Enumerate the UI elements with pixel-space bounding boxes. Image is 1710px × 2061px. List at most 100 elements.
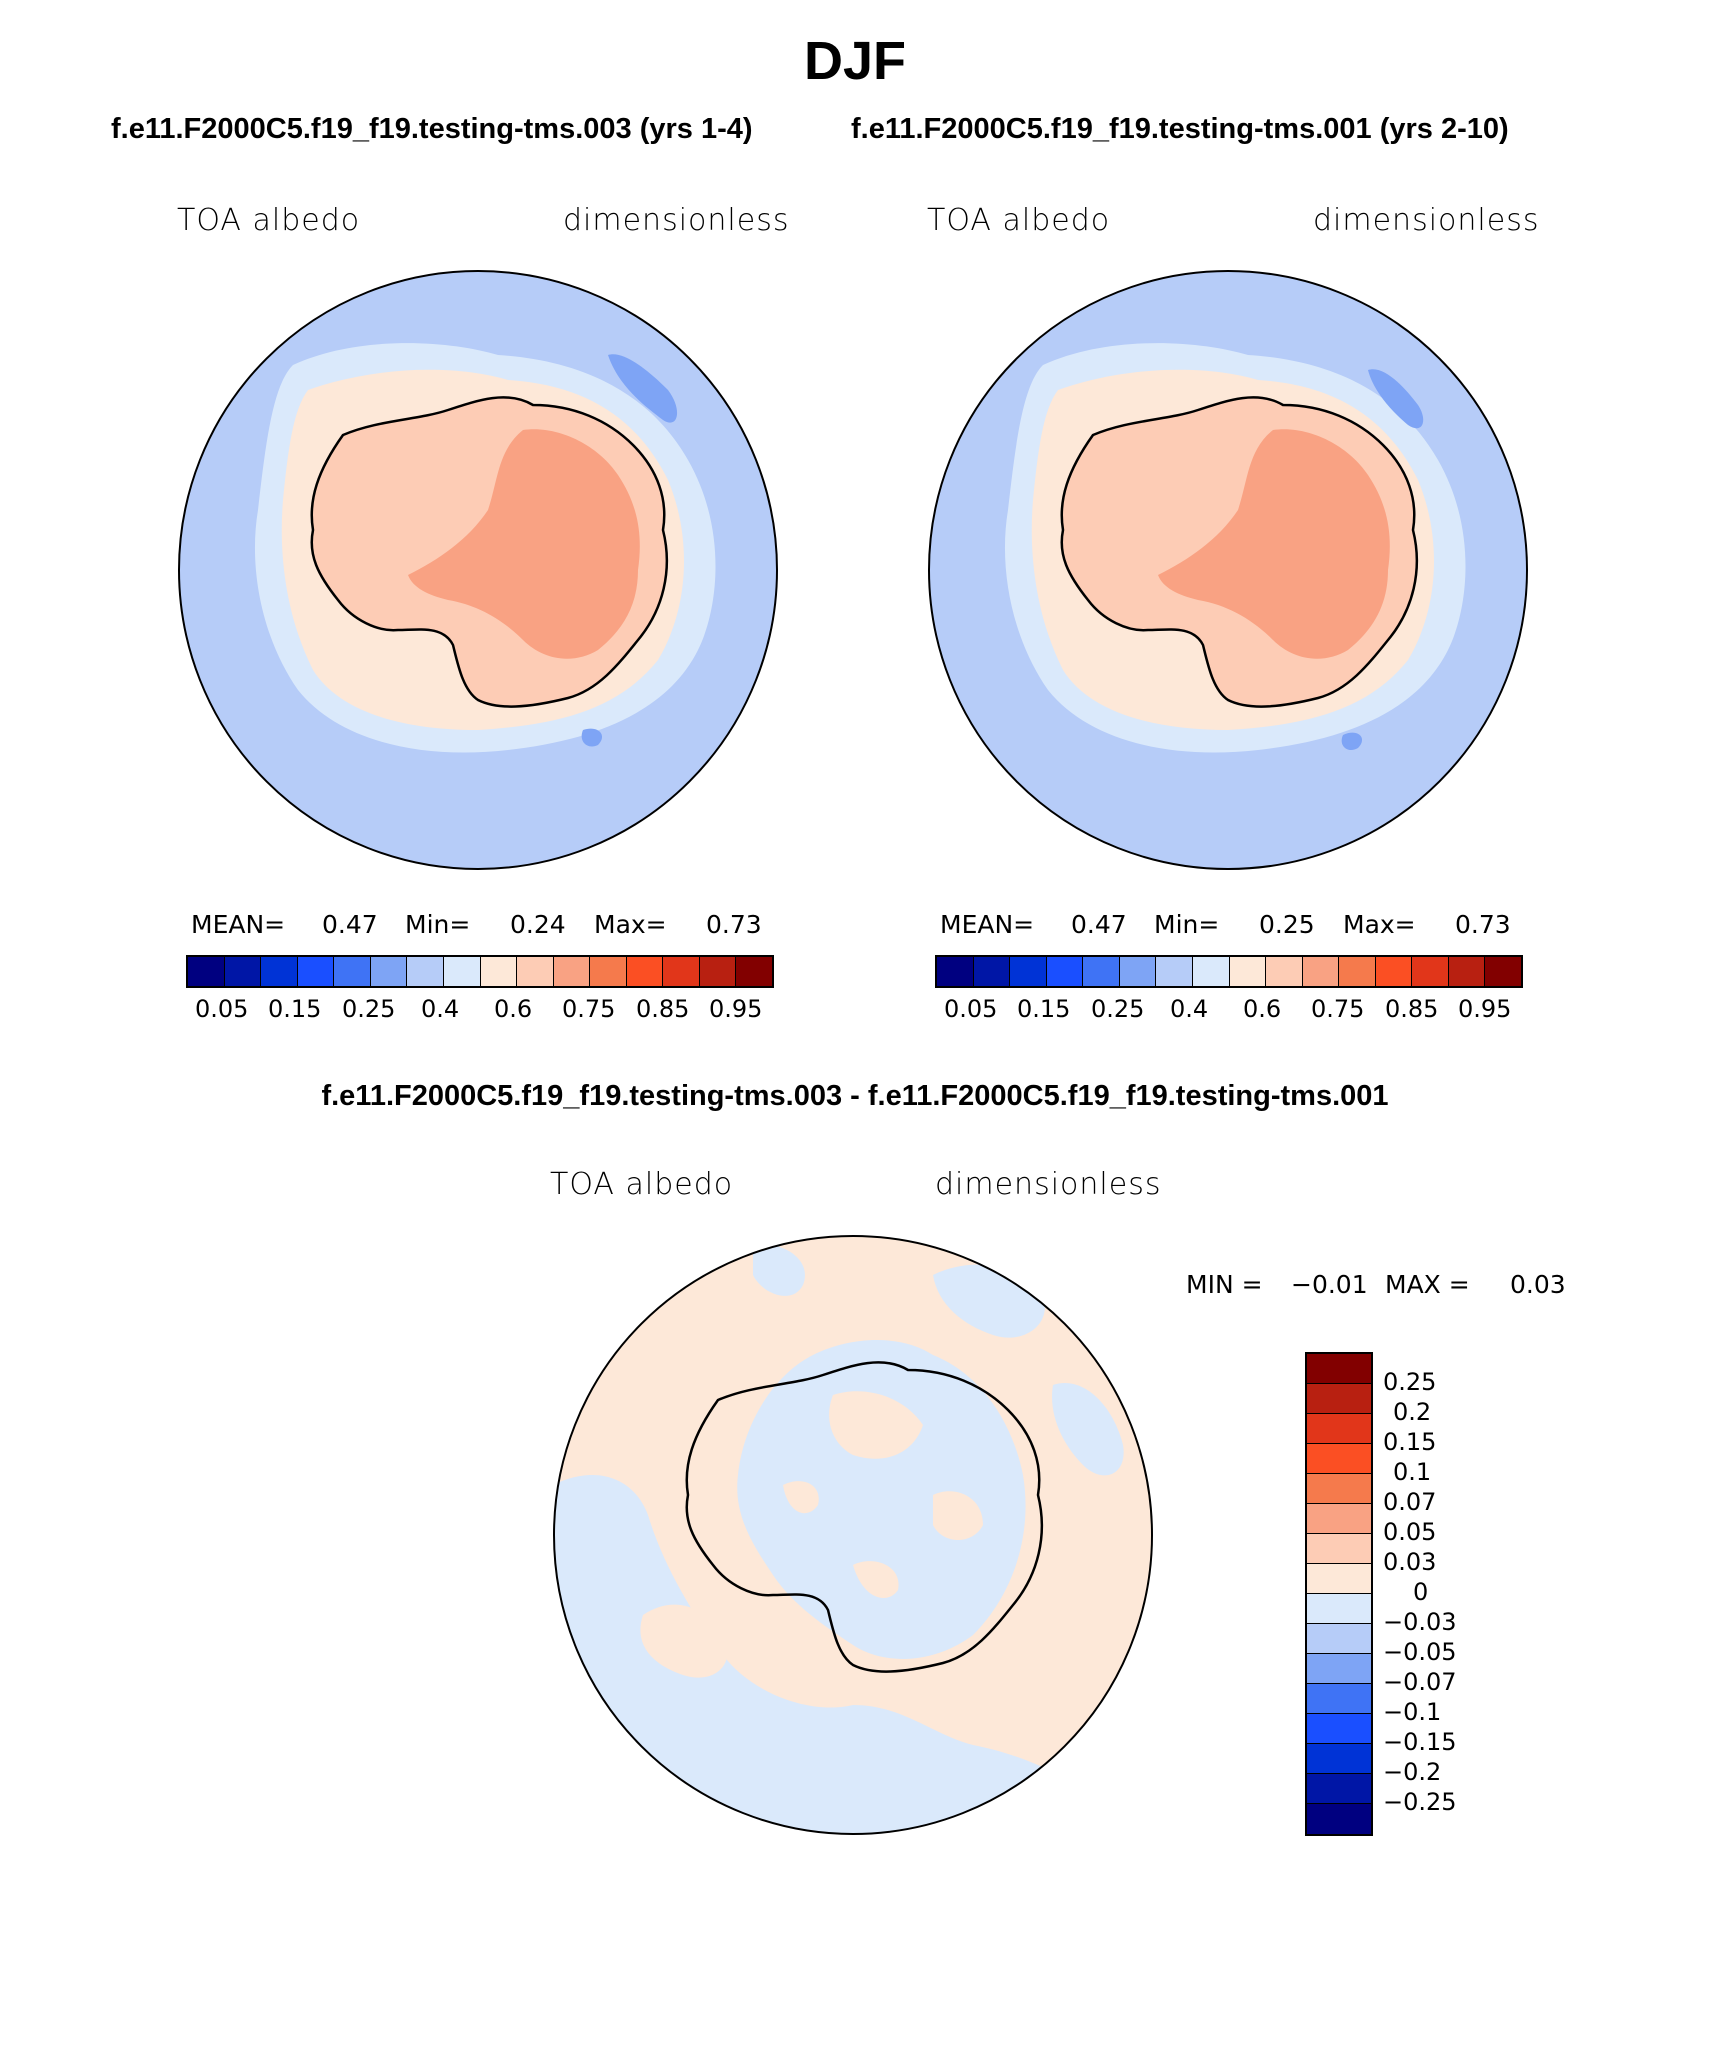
diff-colorbar-tick: −0.03 <box>1383 1608 1457 1636</box>
case-right-title: f.e11.F2000C5.f19_f19.testing-tms.001 (y… <box>851 113 1509 145</box>
colorbar1-tick: 0.4 <box>421 995 460 1023</box>
panel1-max-label: Max= <box>594 910 667 939</box>
colorbar-cell <box>1375 957 1413 986</box>
colorbar-cell <box>1083 957 1120 986</box>
diff-colorbar-tick: −0.1 <box>1383 1698 1442 1726</box>
colorbar2-tick: 0.15 <box>1017 995 1071 1023</box>
diff-colorbar-cell <box>1307 1414 1371 1444</box>
colorbar-cell <box>1266 957 1303 986</box>
diff-colorbar-tick: 0.1 <box>1393 1458 1432 1486</box>
colorbar-cell <box>480 957 518 986</box>
diff-colorbar-cell <box>1307 1804 1371 1834</box>
colorbar-cell <box>553 957 591 986</box>
diff-colorbar-tick: −0.07 <box>1383 1668 1457 1696</box>
map-boundary-circle <box>928 270 1528 870</box>
colorbar-cell <box>517 957 554 986</box>
map-boundary-circle <box>553 1235 1153 1835</box>
panel2-min-label: Min= <box>1154 910 1220 939</box>
panel2-max-label: Max= <box>1343 910 1416 939</box>
east-plateau <box>1158 429 1390 659</box>
map-boundary-circle <box>178 270 778 870</box>
dark-patch-north <box>1368 369 1424 429</box>
diff-colorbar-tick: −0.05 <box>1383 1638 1457 1666</box>
panel1-min-value: 0.24 <box>510 910 566 939</box>
diff-negative-south <box>554 1475 1152 1834</box>
diff-colorbar-cell <box>1307 1624 1371 1654</box>
map-panel-1 <box>178 270 778 870</box>
colorbar-cell <box>407 957 444 986</box>
panel2-mean-label: MEAN= <box>940 910 1035 939</box>
diff-colorbar-tick: 0.07 <box>1383 1488 1437 1516</box>
panel2-mean-value: 0.47 <box>1071 910 1127 939</box>
colorbar-cell <box>1229 957 1267 986</box>
diff-colorbar-tick: −0.15 <box>1383 1728 1457 1756</box>
colorbar1-tick: 0.15 <box>268 995 322 1023</box>
diff-negative-interior <box>737 1340 1026 1659</box>
colorbar-cell <box>297 957 335 986</box>
diff-colorbar-cell <box>1307 1354 1371 1384</box>
panel1-mean-label: MEAN= <box>191 910 286 939</box>
diff-colorbar-tick: −0.25 <box>1383 1788 1457 1816</box>
diff-max-label: MAX = <box>1385 1270 1470 1299</box>
colorbar-cell <box>334 957 371 986</box>
case-left-title: f.e11.F2000C5.f19_f19.testing-tms.003 (y… <box>111 113 753 145</box>
dark-patch-north <box>608 354 678 423</box>
colorbar2-tick: 0.4 <box>1170 995 1209 1023</box>
colorbar2-tick: 0.75 <box>1311 995 1365 1023</box>
diff-colorbar-cell <box>1307 1534 1371 1564</box>
colorbar-cell <box>261 957 298 986</box>
diff-colorbar-cell <box>1307 1654 1371 1684</box>
dark-patch-south <box>1341 732 1363 751</box>
diff-colorbar-cell <box>1307 1504 1371 1534</box>
diff-negative-north2 <box>753 1244 805 1296</box>
colorbar-cell <box>1192 957 1230 986</box>
panel2-max-value: 0.73 <box>1455 910 1511 939</box>
colorbar-cell <box>590 957 627 986</box>
page-title: DJF <box>803 31 906 91</box>
coastline <box>1060 396 1419 708</box>
panel2-units-label: dimensionless <box>1313 203 1540 238</box>
diff-colorbar-tick: 0.05 <box>1383 1518 1437 1546</box>
panel1-units-label: dimensionless <box>563 203 790 238</box>
east-plateau <box>408 429 640 659</box>
colorbar1-tick: 0.6 <box>494 995 533 1023</box>
diff-colorbar-cell <box>1307 1684 1371 1714</box>
colorbar1-tick: 0.95 <box>709 995 763 1023</box>
diff-colorbar-cell <box>1307 1564 1371 1594</box>
diff-variable-label: TOA albedo <box>550 1167 734 1202</box>
colorbar1-tick: 0.75 <box>562 995 616 1023</box>
map-diff <box>553 1235 1153 1835</box>
panel1-min-label: Min= <box>405 910 471 939</box>
panel2-variable-label: TOA albedo <box>927 203 1111 238</box>
colorbar-cell <box>937 957 974 986</box>
diff-min-value: −0.01 <box>1291 1270 1368 1299</box>
map-panel-2 <box>928 270 1528 870</box>
colorbar-cell <box>663 957 700 986</box>
diff-colorbar-cell <box>1307 1444 1371 1474</box>
colorbar-cell <box>224 957 262 986</box>
diff-colorbar-cell <box>1307 1594 1371 1624</box>
diff-min-label: MIN = <box>1186 1270 1263 1299</box>
colorbar-cell <box>1485 957 1521 986</box>
diff-colorbar-cell <box>1307 1474 1371 1504</box>
colorbar2-tick: 0.25 <box>1091 995 1145 1023</box>
diff-colorbar-tick: 0.03 <box>1383 1548 1437 1576</box>
colorbar2-tick: 0.05 <box>944 995 998 1023</box>
colorbar-cell <box>443 957 481 986</box>
diff-colorbar-tick: 0 <box>1413 1578 1429 1606</box>
colorbar1-tick: 0.25 <box>342 995 396 1023</box>
diff-colorbar-cell <box>1307 1774 1371 1804</box>
colorbar-panel-2 <box>935 955 1523 988</box>
diff-colorbar-tick: 0.15 <box>1383 1428 1437 1456</box>
colorbar-cell <box>188 957 225 986</box>
diff-colorbar-cell <box>1307 1384 1371 1414</box>
colorbar-cell <box>699 957 737 986</box>
colorbar-cell <box>1156 957 1193 986</box>
colorbar-cell <box>1448 957 1486 986</box>
colorbar-cell <box>973 957 1011 986</box>
coastline <box>685 1361 1044 1673</box>
diff-colorbar-tick: −0.2 <box>1383 1758 1442 1786</box>
diff-positive-streaks <box>783 1391 983 1598</box>
diff-colorbar <box>1305 1352 1373 1836</box>
panel1-variable-label: TOA albedo <box>177 203 361 238</box>
